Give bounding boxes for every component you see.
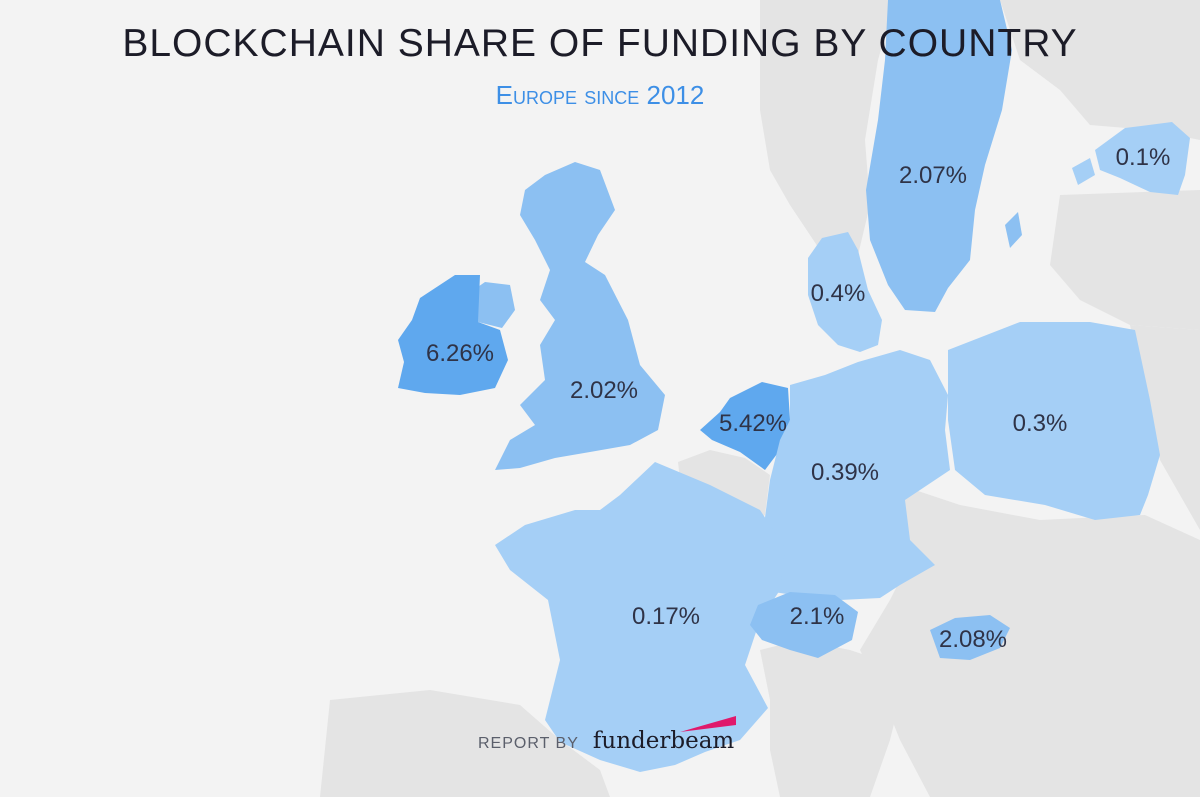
other-land [320,0,1200,797]
switzerland-region [750,592,858,658]
label-denmark: 0.4% [810,280,866,307]
brand-name: funderbeam [592,728,735,754]
uk-region [495,162,665,470]
netherlands-region [700,382,790,470]
denmark-region [808,232,882,352]
funderbeam-logo: funderbeam [592,716,737,754]
italy-land [760,640,900,797]
label-uk: 2.02% [569,377,639,404]
sweden-region [866,0,1012,312]
footer-credit: REPORT BY funderbeam [478,716,737,754]
poland-region [948,322,1160,520]
norway-land [760,0,895,255]
baltic-land [1050,190,1200,330]
estonia-islands [1072,158,1095,185]
spain-land [320,690,610,797]
germany-region [760,350,950,600]
ireland-region [398,275,508,395]
report-by-text: REPORT BY [478,735,579,752]
label-ireland: 6.26% [425,340,495,367]
central-europe-land [860,485,1200,797]
label-switzerland: 2.1% [789,603,845,630]
label-slovenia: 2.08% [938,626,1008,653]
gotland-island [1005,212,1022,248]
highlighted-countries [398,0,1190,772]
map-title: BLOCKCHAIN SHARE OF FUNDING BY COUNTRY [122,22,1078,65]
map-subtitle: Europe since 2012 [495,80,705,110]
finland-land [1000,0,1200,140]
label-netherlands: 5.42% [718,410,788,437]
france-region [495,462,785,772]
estonia-region [1095,122,1190,195]
slovenia-region [930,615,1010,660]
label-sweden: 2.07% [898,162,968,189]
label-estonia: 0.1% [1115,144,1171,171]
label-germany: 0.39% [810,459,880,486]
label-poland: 0.3% [1012,410,1068,437]
label-france: 0.17% [631,603,701,630]
belarus-land [1130,325,1200,530]
brand-beam-icon [680,716,737,732]
